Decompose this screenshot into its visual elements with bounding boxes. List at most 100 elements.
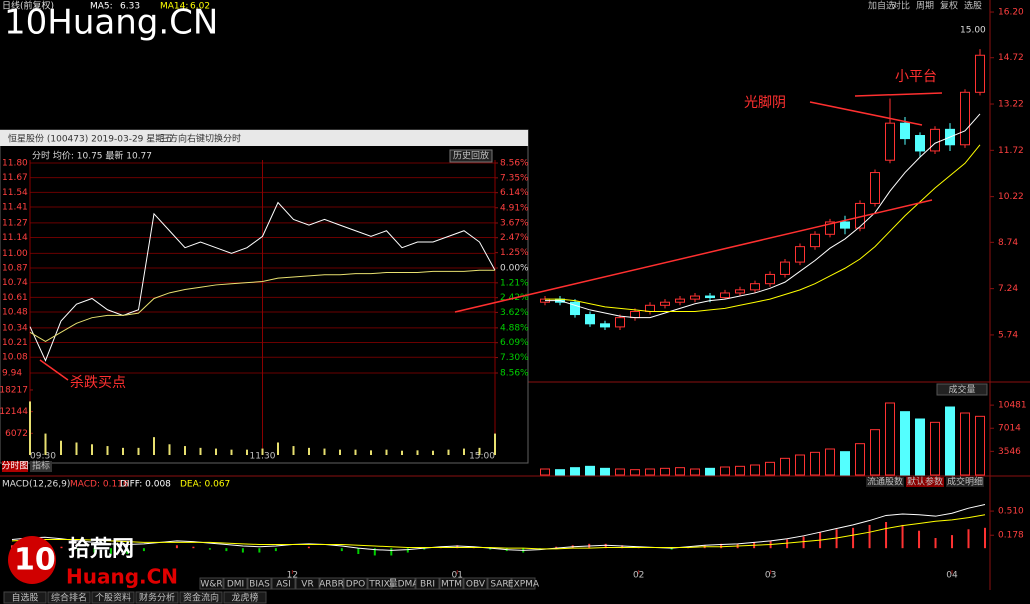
- tab-label[interactable]: 分时图: [1, 460, 28, 472]
- history-button[interactable]: [449, 149, 493, 163]
- volume-bar: [261, 448, 264, 455]
- indicator-tab[interactable]: [439, 577, 464, 590]
- indicator-tab[interactable]: [199, 577, 224, 590]
- bottom-tab-label[interactable]: 财务分析: [139, 592, 175, 604]
- y-tick-label: 10.34: [2, 323, 28, 333]
- indicator-tab-label[interactable]: OBV: [466, 580, 486, 590]
- tab-label[interactable]: 成交明细: [947, 476, 983, 488]
- toolbar-button[interactable]: 选股: [964, 0, 982, 12]
- y-tick-label: 7014: [998, 424, 1021, 434]
- indicator-tab-label[interactable]: ASI: [276, 580, 291, 590]
- indicator-tab-label[interactable]: TRIX: [368, 580, 390, 590]
- history-button-label[interactable]: 历史回放: [453, 150, 489, 162]
- tab-label[interactable]: 流通股数: [867, 476, 903, 488]
- volume-button[interactable]: [936, 383, 988, 396]
- y2-tick-label: 1.21%: [500, 278, 529, 288]
- indicator-tab-label[interactable]: 量DMA: [389, 579, 420, 590]
- candle-body: [615, 317, 625, 328]
- y2-tick-label: 7.30%: [500, 353, 529, 363]
- indicator-label: MACD(12,26,9): [2, 480, 70, 490]
- indicator-tab-label[interactable]: VR: [301, 580, 313, 590]
- volume-bar: [416, 450, 419, 455]
- y-tick-label: 10.08: [2, 353, 28, 363]
- y-tick-label: 9.94: [2, 369, 22, 379]
- window-title-bar: [0, 130, 528, 146]
- bottom-tab[interactable]: [179, 591, 223, 604]
- toolbar-button[interactable]: 复权: [940, 0, 958, 12]
- tab[interactable]: [946, 477, 984, 487]
- volume-button-label[interactable]: 成交量: [948, 384, 975, 396]
- y-tick-label: 3546: [998, 447, 1021, 457]
- arrow: [454, 199, 933, 313]
- indicator-tab[interactable]: [271, 577, 296, 590]
- indicator-tab-label[interactable]: DMI: [227, 580, 244, 590]
- indicator-tab-label[interactable]: BRI: [420, 580, 435, 590]
- indicator-tab-label[interactable]: DPO: [346, 580, 365, 590]
- toolbar-button[interactable]: 周期: [916, 1, 934, 12]
- candle-body: [705, 295, 715, 299]
- x-tick-label: 15:00: [469, 452, 495, 462]
- bottom-tab-label[interactable]: 龙虎榜: [231, 592, 258, 604]
- candle-body: [885, 122, 895, 161]
- indicator-label: DIFF: 0.008: [120, 480, 171, 490]
- logo-mark: [8, 536, 56, 584]
- tab[interactable]: [2, 461, 28, 472]
- volume-bar: [494, 433, 496, 455]
- indicator-tab[interactable]: [511, 577, 536, 590]
- indicator-tab[interactable]: [343, 577, 368, 590]
- indicator-tab[interactable]: [247, 577, 272, 590]
- indicator-tab-label[interactable]: SAR: [490, 580, 508, 590]
- bottom-tab[interactable]: [223, 591, 267, 604]
- y2-tick-label: 4.91%: [500, 203, 529, 213]
- y2-tick-label: 7.35%: [500, 173, 529, 183]
- tab[interactable]: [30, 461, 52, 472]
- volume-bar: [930, 421, 940, 476]
- indicator-tab[interactable]: [295, 577, 320, 590]
- volume-bar: [478, 447, 481, 455]
- indicator-tab-label[interactable]: W&R: [200, 580, 222, 590]
- indicator-tab[interactable]: [367, 577, 392, 590]
- candle-body: [630, 310, 640, 319]
- indicator-tab[interactable]: [463, 577, 488, 590]
- bottom-tab-label[interactable]: 个股资料: [95, 592, 131, 604]
- bottom-tab[interactable]: [3, 591, 47, 604]
- indicator-tab-label[interactable]: MTM: [441, 580, 462, 590]
- x-tick-label: 12: [287, 571, 298, 581]
- tab-label[interactable]: 指标: [32, 460, 50, 472]
- intraday-window: 恒星股份 (100473) 2019-03-29 星期五 三方向右键切换分时 分…: [0, 129, 529, 472]
- tab-label[interactable]: 默认参数: [907, 476, 943, 488]
- volume-bar: [585, 465, 595, 476]
- toolbar-button[interactable]: 对比: [892, 0, 910, 12]
- indicator-tab[interactable]: [319, 577, 344, 590]
- y-tick-label: 11.41: [2, 203, 28, 213]
- bottom-tab-label[interactable]: 资金流向: [183, 592, 219, 604]
- y-tick-label: 11.72: [998, 146, 1024, 156]
- indicator-tab[interactable]: [415, 577, 440, 590]
- bottom-tab[interactable]: [91, 591, 135, 604]
- indicator-tab[interactable]: [391, 577, 416, 590]
- indicator-tab[interactable]: [223, 577, 248, 590]
- toolbar-button[interactable]: 加自选: [868, 0, 895, 12]
- tab[interactable]: [906, 477, 944, 487]
- bottom-tab-label[interactable]: 自选股: [11, 592, 38, 604]
- volume-bar: [168, 444, 171, 455]
- volume-bar: [555, 469, 565, 476]
- x-tick-label: 03: [765, 571, 776, 581]
- bottom-tab[interactable]: [135, 591, 179, 604]
- tab[interactable]: [866, 477, 904, 487]
- annotation: 杀跌买点: [70, 375, 126, 391]
- arrow: [809, 101, 923, 126]
- bottom-tab[interactable]: [47, 591, 91, 604]
- y2-tick-label: 6.09%: [500, 338, 529, 348]
- volume-bar: [885, 402, 895, 476]
- indicator-tab[interactable]: [487, 577, 512, 590]
- volume-bar: [975, 415, 985, 476]
- volume-bar: [795, 454, 805, 476]
- price-line: [29, 269, 495, 342]
- bottom-tab-label[interactable]: 综合排名: [51, 592, 87, 604]
- indicator-tab-label[interactable]: BIAS: [249, 580, 270, 590]
- y2-tick-label: 3.62%: [500, 308, 529, 318]
- indicator-tab-label[interactable]: EXPMA: [508, 580, 540, 590]
- macd-line: [11, 514, 986, 550]
- indicator-tab-label[interactable]: ARBR: [319, 580, 344, 590]
